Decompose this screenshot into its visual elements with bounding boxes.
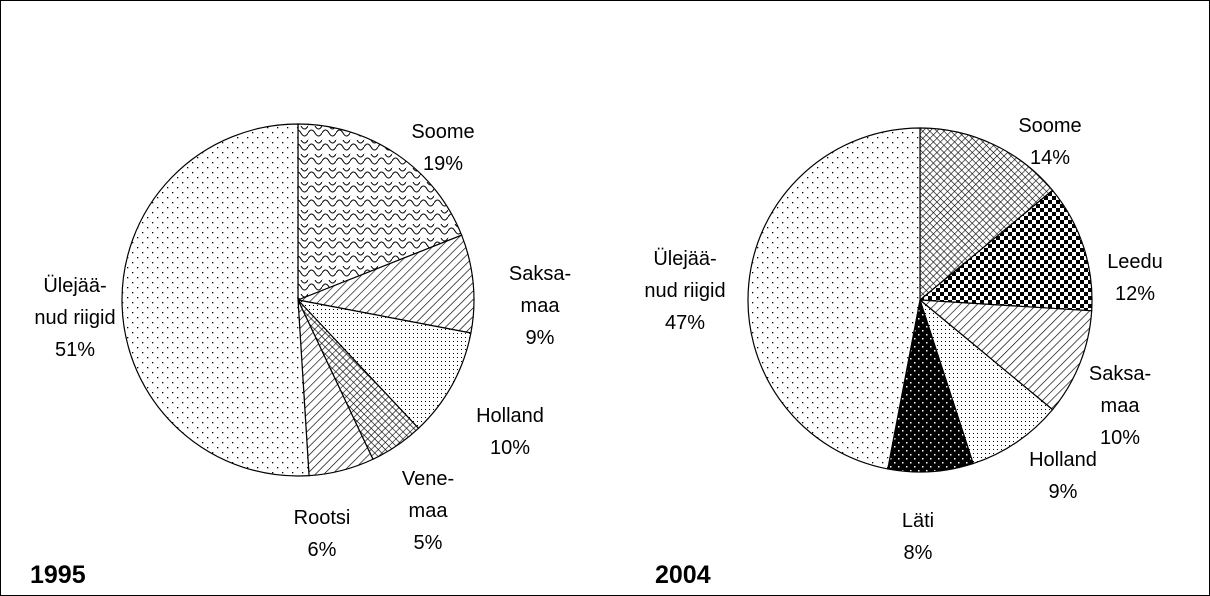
slice-label: Saksa-maa xyxy=(509,263,571,317)
pie-slice xyxy=(296,299,472,430)
slice-label: Ülejää-nud riigid xyxy=(644,248,725,302)
pie-slice xyxy=(121,123,310,477)
slice-value-label: 5% xyxy=(414,532,443,554)
slice-label: Leedu xyxy=(1107,251,1163,273)
slice-value-label: 10% xyxy=(1100,427,1140,449)
slice-value-label: 14% xyxy=(1030,147,1070,169)
slice-value-label: 9% xyxy=(526,327,555,349)
slice-value-label: 8% xyxy=(904,542,933,564)
pie-slice xyxy=(919,127,1054,302)
slice-value-label: 47% xyxy=(665,312,705,334)
slice-label: Läti xyxy=(902,510,934,532)
slice-label: Rootsi xyxy=(294,507,351,529)
pie-slice xyxy=(918,298,1054,465)
pie-slice xyxy=(918,299,1093,411)
pie-slice xyxy=(747,127,921,470)
slice-label: Soome xyxy=(411,121,474,143)
pie-slice xyxy=(295,234,475,334)
slice-label: Vene-maa xyxy=(402,468,454,522)
slice-value-label: 6% xyxy=(308,539,337,561)
slice-label: Ülejää-nud riigid xyxy=(34,275,115,329)
slice-label: Holland xyxy=(1029,449,1097,471)
chart-title: 2004 xyxy=(655,561,711,589)
slice-value-label: 19% xyxy=(423,153,463,175)
pie-slice xyxy=(297,123,463,301)
slice-value-label: 12% xyxy=(1115,283,1155,305)
slice-label: Saksa-maa xyxy=(1089,363,1151,417)
chart-title: 1995 xyxy=(30,561,86,589)
slice-label: Soome xyxy=(1018,115,1081,137)
slice-value-label: 10% xyxy=(490,437,530,459)
slice-value-label: 51% xyxy=(55,339,95,361)
pie-slice xyxy=(918,189,1093,312)
slice-value-label: 9% xyxy=(1049,481,1078,503)
slice-label: Holland xyxy=(476,405,544,427)
